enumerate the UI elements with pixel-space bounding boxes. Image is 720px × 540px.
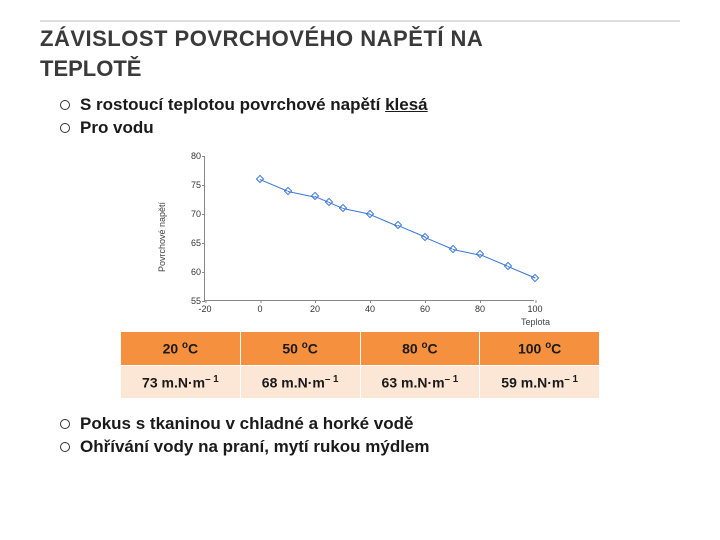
chart-marker (448, 244, 456, 252)
bullet-item: Pokus s tkaninou v chladné a horké vodě (60, 413, 680, 436)
chart-ylabel: Povrchové napětí (157, 202, 167, 272)
table-header-cell: 20 oC (121, 331, 241, 365)
chart-marker (531, 273, 539, 281)
table-value-cell: 63 m.N·m– 1 (360, 365, 480, 399)
chart-xtick: -20 (198, 304, 211, 314)
chart-marker (311, 192, 319, 200)
chart-xtick: 100 (527, 304, 542, 314)
bullet-item: Ohřívání vody na praní, mytí rukou mýdle… (60, 436, 680, 459)
underlined-word: klesá (385, 95, 428, 114)
chart-ytick: 80 (181, 151, 201, 161)
chart-xtick: 40 (365, 304, 375, 314)
table-header-row: 20 oC50 oC80 oC100 oC (121, 331, 600, 365)
chart-ytick: 70 (181, 209, 201, 219)
table-value-cell: 68 m.N·m– 1 (240, 365, 360, 399)
chart-xtick: 80 (475, 304, 485, 314)
chart-ytick: 75 (181, 180, 201, 190)
chart-xlabel: Teplota (521, 317, 550, 327)
chart-marker (421, 233, 429, 241)
chart-marker (476, 250, 484, 258)
chart-xtick: 0 (257, 304, 262, 314)
chart-ytick: 65 (181, 238, 201, 248)
slide-title-line1: ZÁVISLOST POVRCHOVÉHO NAPĚTÍ NA (40, 20, 680, 52)
chart-xtick: 60 (420, 304, 430, 314)
chart-marker (503, 262, 511, 270)
chart-marker (283, 186, 291, 194)
chart-marker (338, 204, 346, 212)
surface-tension-table: 20 oC50 oC80 oC100 oC 73 m.N·m– 168 m.N·… (120, 331, 600, 399)
bullet-item: S rostoucí teplotou povrchové napětí kle… (60, 94, 680, 117)
chart-marker (393, 221, 401, 229)
chart-plot-area: 556065707580-20020406080100 (204, 156, 534, 301)
chart-ytick: 60 (181, 267, 201, 277)
chart-marker (325, 198, 333, 206)
table-value-cell: 73 m.N·m– 1 (121, 365, 241, 399)
table-header-cell: 50 oC (240, 331, 360, 365)
chart-container: Povrchové napětí 556065707580-2002040608… (40, 150, 680, 325)
table-header-cell: 80 oC (360, 331, 480, 365)
chart-marker (256, 175, 264, 183)
chart-marker (366, 210, 374, 218)
bullets-top: S rostoucí teplotou povrchové napětí kle… (40, 94, 680, 140)
chart-xtick: 20 (310, 304, 320, 314)
bullet-item: Pro vodu (60, 117, 680, 140)
table-header-cell: 100 oC (480, 331, 600, 365)
table-value-row: 73 m.N·m– 168 m.N·m– 163 m.N·m– 159 m.N·… (121, 365, 600, 399)
table-value-cell: 59 m.N·m– 1 (480, 365, 600, 399)
bullets-bottom: Pokus s tkaninou v chladné a horké voděO… (40, 413, 680, 459)
chart: Povrchové napětí 556065707580-2002040608… (170, 150, 550, 325)
slide-title-line2: TEPLOTĚ (40, 56, 680, 82)
